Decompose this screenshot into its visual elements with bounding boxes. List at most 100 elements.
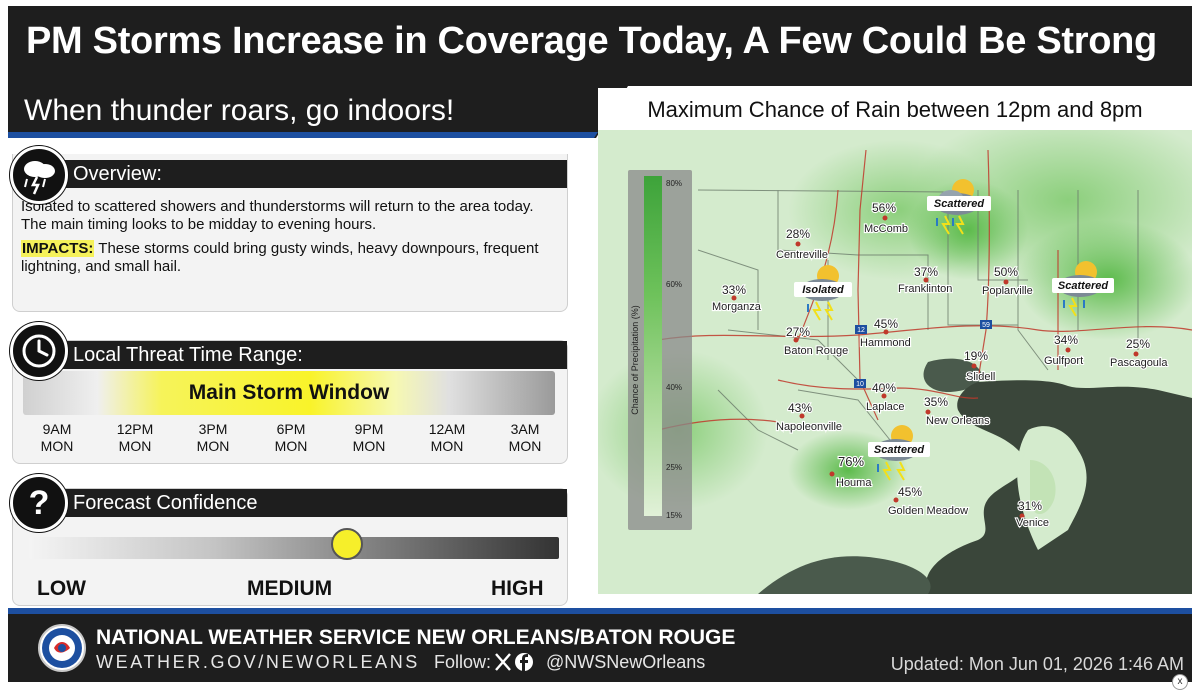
legend-tick: 15% [666, 511, 682, 520]
location-venice: 31% Venice [1015, 498, 1050, 530]
header-accent-line [8, 132, 588, 138]
svg-text:Scattered: Scattered [1058, 280, 1108, 292]
svg-text:Slidell: Slidell [966, 371, 995, 383]
svg-text:Golden Meadow: Golden Meadow [888, 505, 968, 517]
legend-tick: 80% [666, 179, 682, 188]
time-tick: 6PM MON [274, 421, 308, 454]
svg-text:Centreville: Centreville [776, 249, 828, 261]
legend-tick: 40% [666, 383, 682, 392]
legend-tick: 60% [666, 280, 682, 289]
footer: NATIONAL WEATHER SERVICE NEW ORLEANS/BAT… [8, 608, 1192, 682]
location-poplarville: 50% Poplarville [981, 264, 1034, 298]
rain-chance-map: Maximum Chance of Rain between 12pm and … [598, 88, 1192, 594]
overview-body: Isolated to scattered showers and thunde… [21, 198, 539, 275]
updated-timestamp: Updated: Mon Jun 01, 2026 1:46 AM [890, 654, 1184, 674]
svg-text:50%: 50% [994, 265, 1018, 279]
facebook-icon [515, 653, 533, 671]
location-franklinton: 37% Franklinton [897, 264, 954, 296]
location-slidell: 19% Slidell [963, 348, 997, 384]
confidence-panel: Forecast Confidence LOW MEDIUM HIGH [12, 488, 568, 606]
confidence-medium-label: MEDIUM [247, 577, 333, 600]
threat-time-heading: Local Threat Time Range: [63, 341, 567, 369]
title-bar: PM Storms Increase in Coverage Today, A … [8, 6, 1192, 86]
office-name: NATIONAL WEATHER SERVICE NEW ORLEANS/BAT… [96, 626, 736, 649]
svg-text:Baton Rouge: Baton Rouge [784, 345, 848, 357]
location-pascagoula: 25% Pascagoula [1109, 336, 1170, 370]
location-hammond: 45% Hammond [859, 316, 912, 350]
location-centreville: 28% Centreville [775, 226, 829, 262]
confidence-high-label: HIGH [491, 577, 544, 600]
svg-text:Laplace: Laplace [866, 401, 905, 413]
svg-text:Hammond: Hammond [860, 337, 911, 349]
legend-tick: 25% [666, 463, 682, 472]
svg-text:25%: 25% [1126, 337, 1150, 351]
legend-color-ramp [644, 176, 662, 516]
svg-text:Isolated: Isolated [802, 284, 844, 296]
legend-axis-label: Chance of Precipitation (%) [630, 305, 640, 415]
highway-shield: 59 [980, 320, 992, 329]
svg-text:40%: 40% [872, 381, 896, 395]
storm-icon-isolated: Isolated [794, 265, 852, 321]
svg-text:56%: 56% [872, 201, 896, 215]
svg-text:Franklinton: Franklinton [898, 283, 952, 295]
location-gulfport: 34% Gulfport [1043, 332, 1084, 368]
location-mccomb: 56% McComb [863, 200, 909, 236]
map-title: Maximum Chance of Rain between 12pm and … [598, 88, 1192, 132]
confidence-scale [29, 528, 559, 560]
page-subtitle: When thunder roars, go indoors! [24, 94, 455, 127]
website-link[interactable]: WEATHER.GOV/NEWORLEANS [96, 652, 420, 672]
location-baton-rouge: 27% Baton Rouge [783, 324, 849, 358]
svg-text:28%: 28% [786, 227, 810, 241]
time-tick: 12AM MON [428, 421, 466, 454]
location-napoleonville: 43% Napoleonville [775, 400, 843, 434]
nws-logo [38, 624, 86, 672]
thunderstorm-icon [10, 146, 68, 204]
confidence-indicator [331, 528, 363, 560]
svg-text:Scattered: Scattered [874, 444, 924, 456]
overview-heading: Overview: [63, 160, 567, 188]
storm-icon-scattered: Scattered [1052, 261, 1114, 317]
svg-text:McComb: McComb [864, 223, 908, 235]
lake-pontchartrain-shape [923, 358, 982, 392]
time-tick: 9PM MON [352, 421, 386, 454]
confidence-heading: Forecast Confidence [63, 489, 567, 517]
social-handle[interactable]: @NWSNewOrleans [546, 652, 706, 672]
storm-window-label: Main Storm Window [188, 381, 390, 404]
storm-window-bar: Main Storm Window [23, 371, 555, 415]
svg-text:Pascagoula: Pascagoula [1110, 357, 1168, 369]
location-laplace: 40% Laplace [865, 380, 906, 414]
svg-text:35%: 35% [924, 395, 948, 409]
svg-text:12: 12 [857, 327, 865, 334]
svg-text:Houma: Houma [836, 477, 872, 489]
storm-icon-scattered: Scattered [927, 179, 991, 235]
location-houma: 76% Houma [829, 453, 873, 490]
svg-text:Gulfport: Gulfport [1044, 355, 1083, 367]
svg-text:59: 59 [982, 322, 990, 329]
overview-panel: Overview: Isolated to scattered showers … [12, 154, 568, 312]
highway-shield: 12 [855, 325, 867, 334]
svg-text:Poplarville: Poplarville [982, 285, 1033, 297]
storm-icon-scattered: Scattered [868, 425, 930, 481]
x-icon [495, 653, 511, 671]
svg-text:34%: 34% [1054, 333, 1078, 347]
svg-text:Scattered: Scattered [934, 198, 984, 210]
time-tick: 9AM MON [40, 421, 74, 454]
follow-label: Follow: [434, 652, 492, 672]
map-graphic: Chance of Precipitation (%) 80% 60% 40% … [598, 130, 1192, 594]
subtitle-bar: When thunder roars, go indoors! [8, 86, 596, 134]
location-golden-meadow: 45% Golden Meadow [887, 484, 969, 518]
svg-text:45%: 45% [898, 485, 922, 499]
svg-text:27%: 27% [786, 325, 810, 339]
social-icons [494, 651, 542, 673]
time-tick: 12PM MON [116, 421, 154, 454]
impacts-text: These storms could bring gusty winds, he… [21, 240, 539, 275]
svg-text:19%: 19% [964, 349, 988, 363]
question-icon: ? [10, 474, 68, 532]
svg-text:31%: 31% [1018, 499, 1042, 513]
impacts-label: IMPACTS: [21, 240, 95, 257]
svg-text:33%: 33% [722, 283, 746, 297]
svg-text:37%: 37% [914, 265, 938, 279]
svg-text:New Orleans: New Orleans [926, 415, 990, 427]
page-title: PM Storms Increase in Coverage Today, A … [26, 20, 1157, 62]
close-icon[interactable]: x [1172, 674, 1188, 690]
